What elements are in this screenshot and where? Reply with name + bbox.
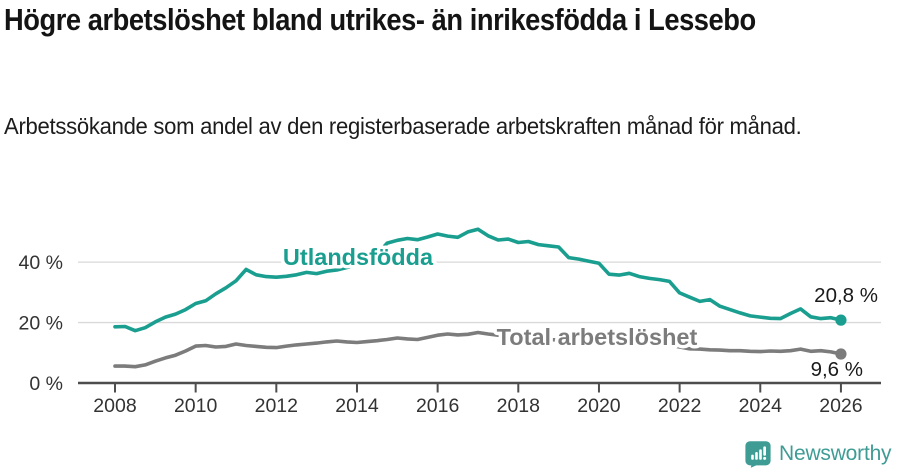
- page-title: Högre arbetslöshet bland utrikes- än inr…: [4, 2, 756, 37]
- x-tick-label: 2018: [497, 395, 540, 417]
- y-tick-label: 0 %: [29, 373, 63, 395]
- x-tick-label: 2012: [255, 395, 298, 417]
- newsworthy-logo[interactable]: Newsworthy: [744, 440, 892, 468]
- x-tick-label: 2014: [335, 395, 379, 417]
- end-value-label-utlandsf-dda: 20,8 %: [814, 284, 878, 307]
- x-tick-label: 2024: [739, 395, 783, 417]
- series-line-utlandsf-dda: [113, 227, 843, 333]
- series-end-dot-total-arbetsl-shet: [835, 348, 847, 360]
- series-end-dot-utlandsf-dda: [835, 314, 847, 326]
- chart-subtitle: Arbetssökande som andel av den registerb…: [4, 113, 802, 139]
- x-tick-label: 2010: [174, 395, 218, 417]
- x-tick-label: 2016: [416, 395, 459, 417]
- series-label-utlandsf-dda: Utlandsfödda: [283, 244, 434, 270]
- brand-name: Newsworthy: [779, 442, 892, 465]
- newsworthy-bar-chart-bubble-icon: [745, 441, 771, 468]
- y-tick-label: 20 %: [19, 312, 63, 334]
- x-tick-label: 2008: [93, 395, 136, 417]
- y-tick-label: 40 %: [19, 252, 63, 274]
- unemployment-line-chart: 0 % 20 % 40 % 2008 2010 2012 2014 2016 2018 2020 2…: [19, 227, 881, 417]
- end-value-label-total-arbetsl-shet: 9,6 %: [811, 358, 863, 381]
- x-tick-label: 2026: [819, 395, 862, 417]
- x-tick-label: 2022: [658, 395, 701, 417]
- x-tick-label: 2020: [577, 395, 621, 417]
- series-label-total-arbetsl-shet: Total arbetslöshet: [497, 324, 698, 350]
- series-line-total-arbetsl-shet: [113, 330, 843, 369]
